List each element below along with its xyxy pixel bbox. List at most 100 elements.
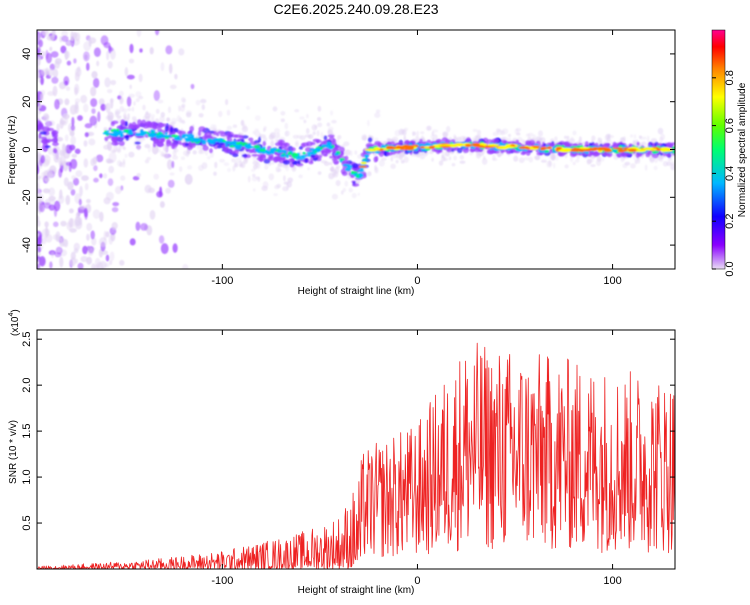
spectrogram-cell [310, 154, 316, 158]
spectrogram-cell [272, 106, 278, 112]
spectrogram-cell [186, 133, 195, 139]
spectrogram-cell [396, 145, 402, 148]
spectrogram-cell [572, 130, 577, 136]
spectrogram-cell [432, 144, 444, 147]
spectrogram-cell [53, 137, 58, 144]
spectrogram-cell [38, 255, 46, 267]
spectrogram-cell [119, 105, 125, 112]
spectrogram-cell [342, 187, 346, 193]
colorbar-tick-label: 0.6 [724, 118, 736, 133]
spectrogram-cell [225, 99, 229, 106]
spectrogram-cell [483, 156, 486, 160]
spectrogram-cell [329, 162, 333, 166]
spectrogram-cell [69, 228, 77, 233]
spectrogram-cell [124, 153, 128, 158]
spectrogram-cell [202, 145, 209, 151]
spectrogram-cell [218, 110, 223, 118]
spectrogram-cell [43, 154, 51, 165]
spectrogram-cell [59, 118, 64, 129]
spectrogram-cell [227, 149, 234, 153]
spectrogram-cell [187, 136, 192, 141]
spectrogram-cell [670, 163, 675, 171]
spectrogram-cell [610, 141, 614, 146]
spectrogram-cell [42, 113, 50, 122]
spectrogram-cell [263, 126, 267, 130]
spectrogram-cell [666, 142, 673, 149]
spectrogram-cell [534, 155, 541, 161]
spectrogram-cell [323, 135, 328, 141]
spectrogram-cell [96, 60, 100, 67]
spectrogram-cell [136, 145, 141, 151]
colorbar-ticks: 0.0 0.2 0.4 0.6 0.8 [712, 70, 736, 277]
spectrogram-cell [178, 142, 184, 146]
spectrogram-cell [127, 107, 132, 112]
spectrogram-cell [306, 151, 314, 155]
spectrogram-cell [332, 138, 337, 143]
spectrogram-cell [160, 135, 164, 138]
spectrogram-cell [105, 231, 110, 238]
spectrogram-cell [268, 173, 275, 181]
spectrogram-cell [508, 133, 511, 138]
spectrogram-cell [254, 115, 261, 121]
spectrogram-cell [251, 168, 256, 172]
spectrogram-ytick-label: -40 [21, 237, 33, 253]
spectrogram-cell [43, 202, 51, 209]
spectrogram-cell [395, 150, 401, 154]
spectrogram-cell [123, 115, 127, 120]
spectrogram-cell [312, 138, 320, 143]
spectrogram-cell [118, 140, 125, 146]
spectrogram-cell [355, 179, 360, 185]
spectrogram-cell [589, 148, 594, 151]
spectrogram-cell [578, 149, 585, 153]
spectrogram-cell [117, 131, 125, 134]
spectrogram-cell [642, 136, 647, 140]
spectrogram-cell [448, 156, 452, 161]
snr-panel: -100 0 100 0.5 1.0 1.5 2.0 2.5 Height of straig… [8, 309, 676, 596]
spectrogram-cell [280, 118, 285, 123]
spectrogram-cell [231, 134, 239, 138]
spectrogram-cell [68, 144, 76, 151]
spectrogram-panel: -100 0 100 -40 -20 0 20 40 Height of straight l… [7, 29, 676, 297]
spectrogram-cell [206, 139, 213, 143]
spectrogram-cell [45, 49, 49, 60]
spectrogram-cell [358, 165, 367, 168]
spectrogram-cell [316, 130, 320, 137]
spectrogram-cell [403, 156, 409, 163]
spectrogram-cell [160, 243, 169, 255]
spectrogram-cell [38, 122, 44, 128]
spectrogram-cell [588, 142, 593, 147]
spectrogram-cell [38, 193, 44, 203]
spectrogram-cell [292, 134, 299, 139]
spectrogram-cell [219, 158, 226, 163]
spectrogram-cell [174, 137, 181, 141]
spectrogram-cell [574, 159, 580, 163]
spectrogram-cell [156, 148, 162, 153]
spectrogram-cell [222, 139, 226, 142]
spectrogram-cell [362, 134, 367, 141]
spectrogram-cell [271, 161, 275, 165]
spectrogram-cell [235, 141, 241, 145]
spectrogram-cell [326, 141, 331, 146]
spectrogram-cell [144, 184, 152, 194]
spectrogram-cell [259, 134, 266, 139]
spectrogram-cell [209, 148, 213, 154]
spectrogram-cell [142, 123, 150, 129]
spectrogram-cell [113, 145, 118, 153]
spectrogram-cell [268, 134, 275, 140]
snr-scale-exp: 4 [8, 313, 15, 317]
spectrogram-cell [238, 160, 243, 168]
spectrogram-cell [49, 46, 53, 52]
spectrogram-cell [170, 126, 174, 133]
spectrogram-cell [572, 161, 576, 166]
spectrogram-cell [148, 112, 152, 118]
spectrogram-cell [140, 223, 148, 231]
spectrogram-cell [317, 117, 322, 121]
spectrogram-cell [93, 165, 98, 172]
spectrogram-cell [283, 181, 289, 185]
spectrogram-cell [307, 167, 310, 171]
spectrogram-cell [332, 146, 339, 153]
spectrogram-cell [264, 164, 269, 170]
spectrogram-cell [374, 137, 379, 142]
spectrogram-cell [53, 200, 61, 212]
spectrogram-cell [39, 50, 46, 57]
